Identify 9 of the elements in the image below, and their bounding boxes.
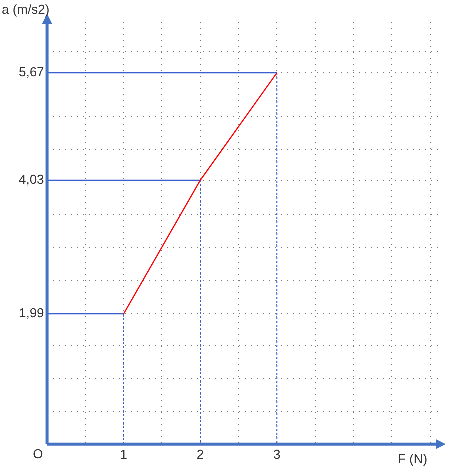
x-tick-label: 2 xyxy=(196,446,204,462)
y-axis-title: a (m/s2) xyxy=(2,2,50,18)
y-tick-label: 5,67 xyxy=(18,64,44,80)
y-tick-label: 4,03 xyxy=(18,172,44,188)
text: O xyxy=(33,446,44,462)
y-tick-label: 1,99 xyxy=(18,306,44,321)
x-tick-label: 1 xyxy=(120,446,128,462)
x-tick-label: 3 xyxy=(274,446,281,462)
x-axis-title: F (N) xyxy=(398,451,428,466)
